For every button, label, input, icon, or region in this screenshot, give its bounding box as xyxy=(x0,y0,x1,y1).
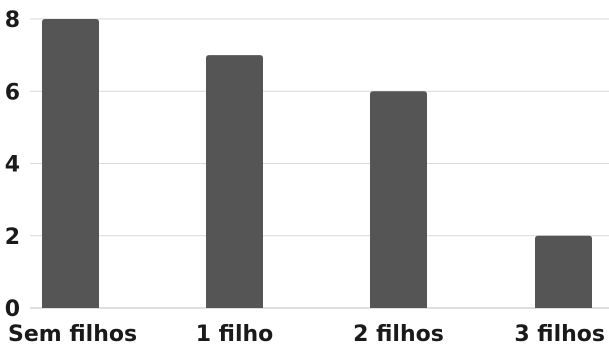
y-tick-label-8: 8 xyxy=(5,8,20,33)
y-tick-label-2: 2 xyxy=(5,225,20,250)
x-tick-label-sem-filhos: Sem filhos xyxy=(8,322,137,345)
bar-2-filhos xyxy=(370,91,427,308)
grid-layer xyxy=(30,18,609,309)
x-tick-label-1-filho: 1 filho xyxy=(196,322,274,345)
bar-layer xyxy=(42,19,592,308)
bar-3-filhos xyxy=(535,235,592,308)
x-tick-label-2-filhos: 2 filhos xyxy=(353,322,444,345)
bar-1-filho xyxy=(206,55,263,308)
x-axis-labels: Sem filhos 1 filho 2 filhos 3 filhos xyxy=(8,322,605,345)
bar-sem-filhos xyxy=(42,19,99,308)
x-tick-label-3-filhos: 3 filhos xyxy=(514,322,605,345)
y-tick-label-6: 6 xyxy=(5,80,20,105)
y-tick-label-0: 0 xyxy=(5,297,20,322)
y-tick-label-4: 4 xyxy=(5,153,20,178)
y-axis-ticks: 0 2 4 6 8 xyxy=(5,8,20,322)
